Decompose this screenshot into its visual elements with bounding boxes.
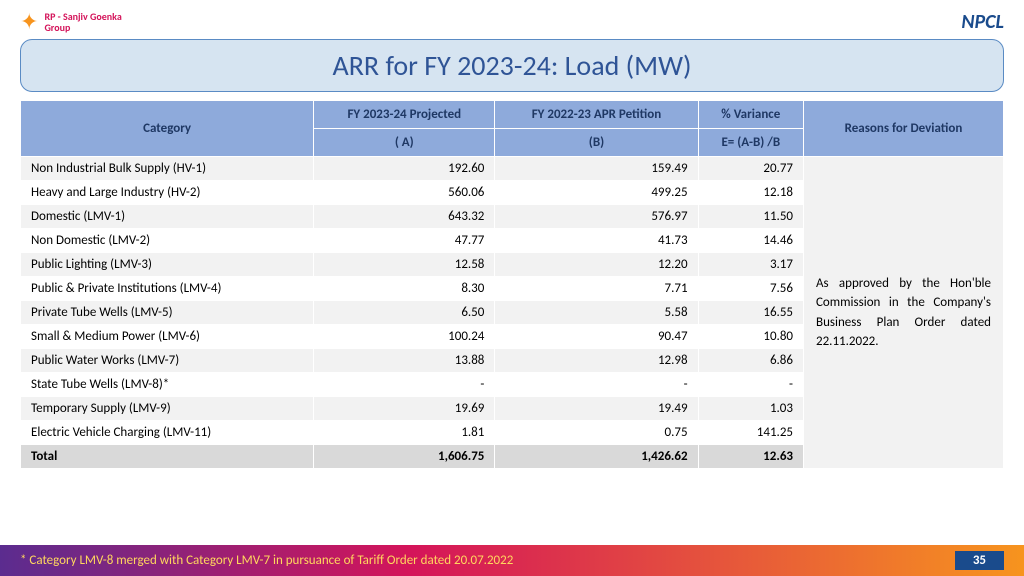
cell-a: 100.24 — [314, 325, 495, 349]
cell-v: 7.56 — [698, 277, 803, 301]
cell-category: Domestic (LMV-1) — [21, 205, 314, 229]
cell-category: Heavy and Large Industry (HV-2) — [21, 181, 314, 205]
footnote-text: * Category LMV-8 merged with Category LM… — [20, 553, 513, 568]
table-row: Non Industrial Bulk Supply (HV-1) 192.60… — [21, 157, 1004, 181]
cell-a: 8.30 — [314, 277, 495, 301]
total-b: 1,426.62 — [495, 445, 698, 469]
cell-a: 192.60 — [314, 157, 495, 181]
cell-v: 3.17 — [698, 253, 803, 277]
cell-b: 5.58 — [495, 301, 698, 325]
cell-b: 12.20 — [495, 253, 698, 277]
cell-a: 1.81 — [314, 421, 495, 445]
cell-category: Public Lighting (LMV-3) — [21, 253, 314, 277]
col-variance: % Variance — [698, 101, 803, 129]
cell-v: 141.25 — [698, 421, 803, 445]
cell-category: Non Industrial Bulk Supply (HV-1) — [21, 157, 314, 181]
cell-category: Electric Vehicle Charging (LMV-11) — [21, 421, 314, 445]
col-reasons: Reasons for Deviation — [804, 101, 1004, 157]
cell-b: 90.47 — [495, 325, 698, 349]
logo-right: NPCL — [961, 10, 1004, 34]
cell-category: Small & Medium Power (LMV-6) — [21, 325, 314, 349]
cell-v: 12.18 — [698, 181, 803, 205]
cell-v: 16.55 — [698, 301, 803, 325]
cell-a: 12.58 — [314, 253, 495, 277]
cell-v: 20.77 — [698, 157, 803, 181]
sub-a: ( A) — [314, 129, 495, 157]
col-category: Category — [21, 101, 314, 157]
cell-b: 499.25 — [495, 181, 698, 205]
cell-b: 576.97 — [495, 205, 698, 229]
logo-left: ✦ RP - Sanjiv Goenka Group — [20, 8, 122, 35]
cell-v: - — [698, 373, 803, 397]
total-label: Total — [21, 445, 314, 469]
cell-category: Non Domestic (LMV-2) — [21, 229, 314, 253]
cell-category: Public Water Works (LMV-7) — [21, 349, 314, 373]
cell-a: 47.77 — [314, 229, 495, 253]
header: ✦ RP - Sanjiv Goenka Group NPCL — [0, 0, 1024, 39]
cell-b: 159.49 — [495, 157, 698, 181]
cell-b: 19.49 — [495, 397, 698, 421]
cell-a: 19.69 — [314, 397, 495, 421]
cell-b: 7.71 — [495, 277, 698, 301]
cell-reasons: As approved by the Hon'ble Commission in… — [804, 157, 1004, 469]
title-box: ARR for FY 2023-24: Load (MW) — [20, 39, 1004, 92]
cell-v: 14.46 — [698, 229, 803, 253]
table-wrap: Category FY 2023-24 Projected FY 2022-23… — [20, 100, 1004, 469]
star-icon: ✦ — [20, 8, 38, 35]
cell-v: 10.80 — [698, 325, 803, 349]
cell-b: 41.73 — [495, 229, 698, 253]
cell-v: 6.86 — [698, 349, 803, 373]
cell-a: 6.50 — [314, 301, 495, 325]
cell-category: State Tube Wells (LMV-8)* — [21, 373, 314, 397]
cell-a: 560.06 — [314, 181, 495, 205]
data-table: Category FY 2023-24 Projected FY 2022-23… — [20, 100, 1004, 469]
cell-a: - — [314, 373, 495, 397]
cell-v: 1.03 — [698, 397, 803, 421]
cell-category: Private Tube Wells (LMV-5) — [21, 301, 314, 325]
cell-b: 0.75 — [495, 421, 698, 445]
cell-category: Temporary Supply (LMV-9) — [21, 397, 314, 421]
logo-line2: Group — [44, 22, 121, 33]
page-number: 35 — [955, 551, 1004, 570]
total-a: 1,606.75 — [314, 445, 495, 469]
logo-left-text: RP - Sanjiv Goenka Group — [44, 11, 121, 33]
cell-a: 13.88 — [314, 349, 495, 373]
cell-v: 11.50 — [698, 205, 803, 229]
total-v: 12.63 — [698, 445, 803, 469]
footnote-bar: * Category LMV-8 merged with Category LM… — [0, 545, 1024, 576]
col-projected: FY 2023-24 Projected — [314, 101, 495, 129]
cell-b: 12.98 — [495, 349, 698, 373]
cell-a: 643.32 — [314, 205, 495, 229]
sub-e: E= (A-B) /B — [698, 129, 803, 157]
cell-category: Public & Private Institutions (LMV-4) — [21, 277, 314, 301]
col-petition: FY 2022-23 APR Petition — [495, 101, 698, 129]
cell-b: - — [495, 373, 698, 397]
page-title: ARR for FY 2023-24: Load (MW) — [37, 48, 987, 83]
sub-b: (B) — [495, 129, 698, 157]
logo-line1: RP - Sanjiv Goenka — [44, 11, 121, 22]
